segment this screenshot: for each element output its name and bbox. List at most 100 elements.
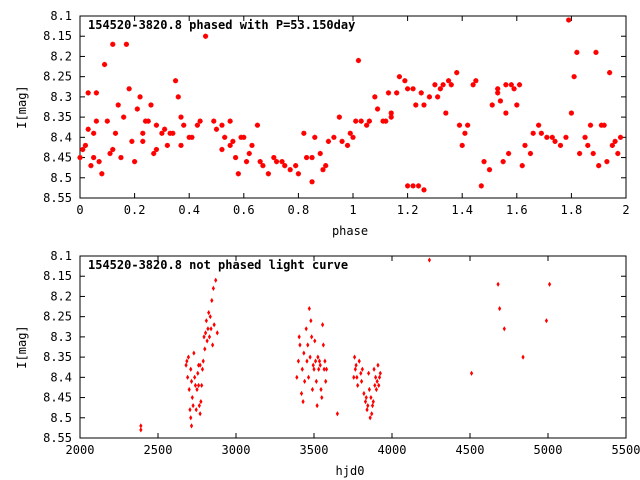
data-point xyxy=(203,330,208,336)
data-point xyxy=(207,310,211,316)
data-point xyxy=(359,370,363,376)
data-point-core xyxy=(274,160,279,164)
data-point xyxy=(521,354,525,360)
data-point-core xyxy=(261,164,265,168)
data-point-core xyxy=(81,147,85,152)
data-point xyxy=(496,281,500,287)
data-point xyxy=(196,370,200,376)
data-point-core xyxy=(389,111,393,115)
data-point xyxy=(203,346,207,352)
data-point xyxy=(187,386,191,393)
y-tick-label: 8.5 xyxy=(50,171,72,185)
data-point xyxy=(301,399,305,405)
data-point-core xyxy=(411,184,415,188)
data-point xyxy=(427,257,432,263)
data-point xyxy=(214,277,218,283)
data-point-core xyxy=(528,151,533,156)
data-point xyxy=(186,374,190,380)
data-point-core xyxy=(367,119,371,123)
data-point xyxy=(306,342,310,348)
data-point-core xyxy=(564,135,568,139)
data-point-core xyxy=(141,131,145,135)
data-point-core xyxy=(618,135,623,139)
data-point-core xyxy=(539,131,543,135)
data-point-core xyxy=(173,79,178,83)
x-tick-label: 3500 xyxy=(300,443,329,457)
y-tick-label: 8.4 xyxy=(50,370,72,384)
data-point-core xyxy=(345,143,350,148)
data-point-core xyxy=(583,135,587,139)
y-tick-label: 8.35 xyxy=(43,110,72,124)
data-point xyxy=(189,423,194,429)
data-point xyxy=(196,382,201,389)
data-point-core xyxy=(130,139,134,143)
x-tick-label: 4000 xyxy=(378,443,407,457)
x-tick-label: 2 xyxy=(622,203,629,217)
data-point-core xyxy=(111,42,115,46)
data-point-core xyxy=(436,95,440,99)
data-point xyxy=(373,382,377,389)
data-point xyxy=(296,358,300,364)
data-point xyxy=(360,366,364,372)
data-point xyxy=(314,378,318,384)
data-point xyxy=(190,394,194,401)
data-point xyxy=(317,366,321,372)
data-point xyxy=(195,386,199,393)
data-point xyxy=(197,403,201,409)
data-point-core xyxy=(228,143,232,148)
data-point xyxy=(208,314,212,320)
data-point xyxy=(315,403,319,409)
data-point xyxy=(359,378,364,384)
data-point-core xyxy=(507,151,511,156)
data-point xyxy=(322,366,326,372)
data-point xyxy=(199,399,203,405)
x-tick-label: 4500 xyxy=(456,443,485,457)
data-point-core xyxy=(496,91,500,95)
data-point xyxy=(319,386,323,393)
data-point xyxy=(368,415,372,421)
data-point xyxy=(304,326,308,332)
data-point-core xyxy=(313,135,317,139)
data-point-core xyxy=(321,168,325,172)
data-point-core xyxy=(572,75,576,79)
data-point xyxy=(198,362,202,368)
data-point-core xyxy=(258,160,262,164)
data-point-core xyxy=(152,151,156,156)
data-point xyxy=(211,285,215,291)
data-point-core xyxy=(474,79,478,83)
data-point xyxy=(318,362,322,368)
data-point-core xyxy=(419,91,423,95)
data-point-core xyxy=(92,131,96,135)
data-point xyxy=(353,366,357,372)
data-point-core xyxy=(558,143,563,148)
data-point-core xyxy=(460,143,464,148)
data-point-core xyxy=(310,155,314,160)
unphased-ticks: 2000 2500 3000 3500 4000 4500 5000 5500 8.1 8.15 8… xyxy=(43,249,640,457)
data-point xyxy=(372,366,376,372)
x-tick-label: 0 xyxy=(76,203,83,217)
data-point xyxy=(298,342,302,348)
data-point-core xyxy=(509,83,513,87)
data-point xyxy=(202,334,206,340)
data-point-core xyxy=(389,115,393,119)
data-point-core xyxy=(373,95,377,99)
data-point-core xyxy=(288,168,292,172)
data-point-core xyxy=(422,103,426,107)
data-point-core xyxy=(165,143,169,148)
data-point xyxy=(189,378,194,384)
y-tick-label: 8.3 xyxy=(50,330,72,344)
data-point-core xyxy=(168,131,172,135)
data-point xyxy=(313,338,317,344)
data-point-core xyxy=(154,147,159,152)
data-point-core xyxy=(577,151,582,156)
y-tick-label: 8.4 xyxy=(50,130,72,144)
data-point xyxy=(377,374,382,380)
data-point xyxy=(375,378,379,384)
data-point-core xyxy=(195,123,199,127)
data-point-core xyxy=(444,111,448,115)
data-point xyxy=(312,366,316,372)
data-point-core xyxy=(78,155,82,160)
data-point-core xyxy=(111,147,115,152)
data-point xyxy=(320,322,325,328)
unphased-x-axis-label: hjd0 xyxy=(336,464,365,478)
